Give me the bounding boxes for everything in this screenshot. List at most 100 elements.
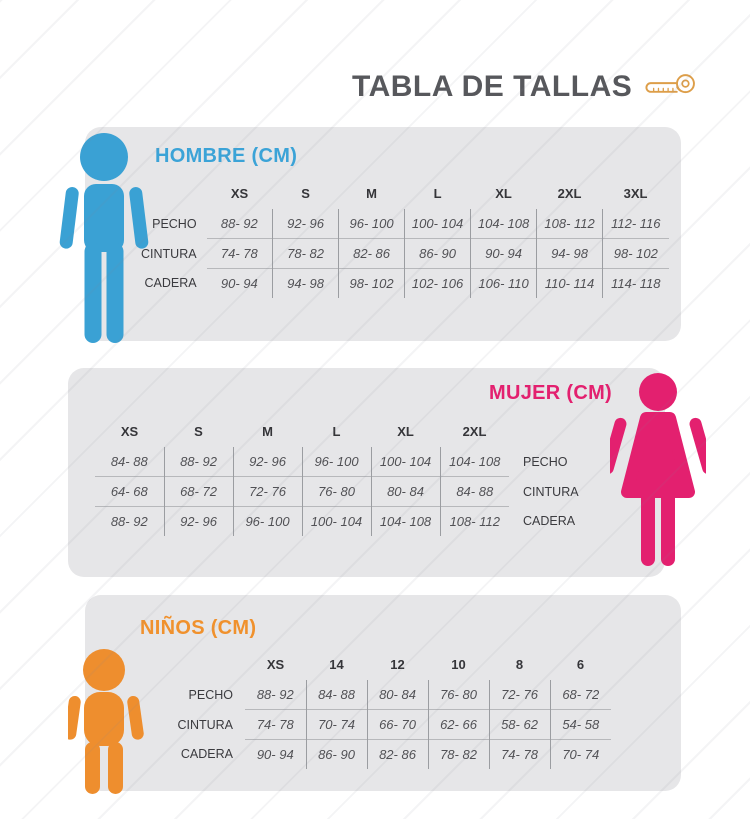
man-icon [59, 133, 149, 343]
women-panel: MUJER (CM) XS S M L XL 2XL 84- 88 [68, 368, 665, 577]
men-size-table: XS S M L XL 2XL 3XL PECHO 88- 92 92- 96 … [141, 177, 669, 298]
women-chest-row: 84- 88 88- 92 92- 96 96- 100 100- 104 10… [95, 447, 583, 477]
size-cell: 90- 94 [206, 268, 273, 298]
corner-cell [141, 177, 207, 209]
row-label: CINTURA [141, 246, 197, 261]
size-cell: 96- 100 [338, 209, 405, 239]
size-cell: 104- 108 [470, 209, 537, 239]
child-icon [68, 649, 144, 794]
size-cell: 108- 112 [536, 209, 603, 239]
size-cell: 58- 62 [488, 709, 550, 740]
size-cell: 88- 92 [256, 687, 294, 702]
corner-cell [509, 415, 583, 447]
kids-col-header: 10 [451, 656, 466, 672]
men-hip-row: CADERA 90- 94 94- 98 98- 102 102- 106 10… [141, 268, 669, 298]
size-cell: 62- 66 [427, 709, 489, 740]
size-cell: 88- 92 [163, 447, 233, 477]
size-cell: 72- 76 [232, 476, 302, 507]
row-label: CINTURA [177, 717, 233, 732]
size-cell: 110- 114 [536, 268, 603, 298]
women-col-header: 2XL [462, 423, 487, 439]
size-cell: 82- 86 [338, 238, 405, 269]
women-header-row: XS S M L XL 2XL [95, 415, 583, 447]
men-col-header: S [301, 185, 310, 201]
size-cell: 84- 88 [110, 454, 148, 469]
page-header: TABLA DE TALLAS [352, 70, 698, 104]
size-cell: 112- 116 [602, 209, 669, 239]
woman-icon [610, 373, 706, 566]
kids-panel: NIÑOS (CM) XS 14 12 10 8 6 PECHO [85, 595, 681, 791]
men-col-header: 3XL [623, 185, 648, 201]
size-cell: 100- 104 [404, 209, 471, 239]
men-col-header: XS [230, 185, 249, 201]
men-section-title: HOMBRE (CM) [155, 145, 298, 167]
women-waist-row: 64- 68 68- 72 72- 76 76- 80 80- 84 84- 8… [95, 476, 583, 507]
women-size-table: XS S M L XL 2XL 84- 88 88- 92 92- 96 96-… [95, 415, 583, 536]
size-cell: 78- 82 [272, 238, 339, 269]
men-waist-row: CINTURA 74- 78 78- 82 82- 86 86- 90 90- … [141, 238, 669, 269]
size-cell: 74- 78 [488, 739, 550, 769]
row-label: PECHO [152, 216, 197, 231]
row-label: CINTURA [523, 484, 579, 499]
women-col-header: M [262, 423, 273, 439]
kids-col-header: 8 [515, 656, 524, 672]
size-cell: 104- 108 [439, 447, 509, 477]
kids-col-header: XS [266, 656, 285, 672]
size-cell: 68- 72 [163, 476, 233, 507]
size-cell: 94- 98 [536, 238, 603, 269]
size-cell: 96- 100 [232, 506, 302, 536]
size-cell: 70- 74 [305, 709, 367, 740]
size-cell: 88- 92 [95, 506, 164, 536]
men-header-row: XS S M L XL 2XL 3XL [141, 177, 669, 209]
size-cell: 72- 76 [488, 680, 550, 710]
size-cell: 66- 70 [366, 709, 428, 740]
size-cell: 102- 106 [404, 268, 471, 298]
size-cell: 54- 58 [549, 709, 611, 740]
size-cell: 108- 112 [439, 506, 509, 536]
men-col-header: 2XL [557, 185, 582, 201]
size-cell: 90- 94 [470, 238, 537, 269]
size-cell: 86- 90 [404, 238, 471, 269]
size-cell: 74- 78 [206, 238, 273, 269]
size-cell: 80- 84 [370, 476, 440, 507]
measuring-tape-icon [645, 74, 696, 94]
kids-col-header: 12 [390, 656, 405, 672]
size-cell: 84- 88 [439, 476, 509, 507]
row-label: CADERA [180, 747, 233, 762]
size-cell: 104- 108 [370, 506, 440, 536]
size-cell: 94- 98 [272, 268, 339, 298]
row-label: CADERA [144, 276, 197, 291]
size-cell: 84- 88 [305, 680, 367, 710]
women-hip-row: 88- 92 92- 96 96- 100 100- 104 104- 108 … [95, 506, 583, 536]
kids-hip-row: CADERA 90- 94 86- 90 82- 86 78- 82 74- 7… [157, 739, 611, 769]
size-cell: 74- 78 [245, 709, 306, 740]
row-label: CADERA [523, 514, 576, 529]
men-col-header: XL [495, 185, 512, 201]
size-cell: 80- 84 [366, 680, 428, 710]
size-cell: 76- 80 [301, 476, 371, 507]
corner-cell [157, 648, 245, 680]
kids-waist-row: CINTURA 74- 78 70- 74 66- 70 62- 66 58- … [157, 709, 611, 740]
row-label: PECHO [188, 687, 233, 702]
row-label: PECHO [523, 454, 568, 469]
size-cell: 96- 100 [301, 447, 371, 477]
women-col-header: XS [120, 423, 139, 439]
page-title: TABLA DE TALLAS [352, 70, 633, 103]
size-cell: 88- 92 [220, 216, 258, 231]
size-cell: 64- 68 [95, 476, 164, 507]
size-cell: 68- 72 [549, 680, 611, 710]
kids-size-table: XS 14 12 10 8 6 PECHO 88- 92 84- 88 80- … [157, 648, 611, 769]
size-cell: 82- 86 [366, 739, 428, 769]
men-col-header: M [366, 185, 377, 201]
size-cell: 98- 102 [338, 268, 405, 298]
kids-col-header: 14 [329, 656, 344, 672]
size-cell: 92- 96 [163, 506, 233, 536]
size-cell: 98- 102 [602, 238, 669, 269]
kids-section-title: NIÑOS (CM) [140, 617, 257, 639]
men-chest-row: PECHO 88- 92 92- 96 96- 100 100- 104 104… [141, 209, 669, 239]
kids-chest-row: PECHO 88- 92 84- 88 80- 84 76- 80 72- 76… [157, 680, 611, 710]
women-section-title: MUJER (CM) [489, 382, 612, 404]
size-cell: 92- 96 [232, 447, 302, 477]
size-cell: 92- 96 [272, 209, 339, 239]
